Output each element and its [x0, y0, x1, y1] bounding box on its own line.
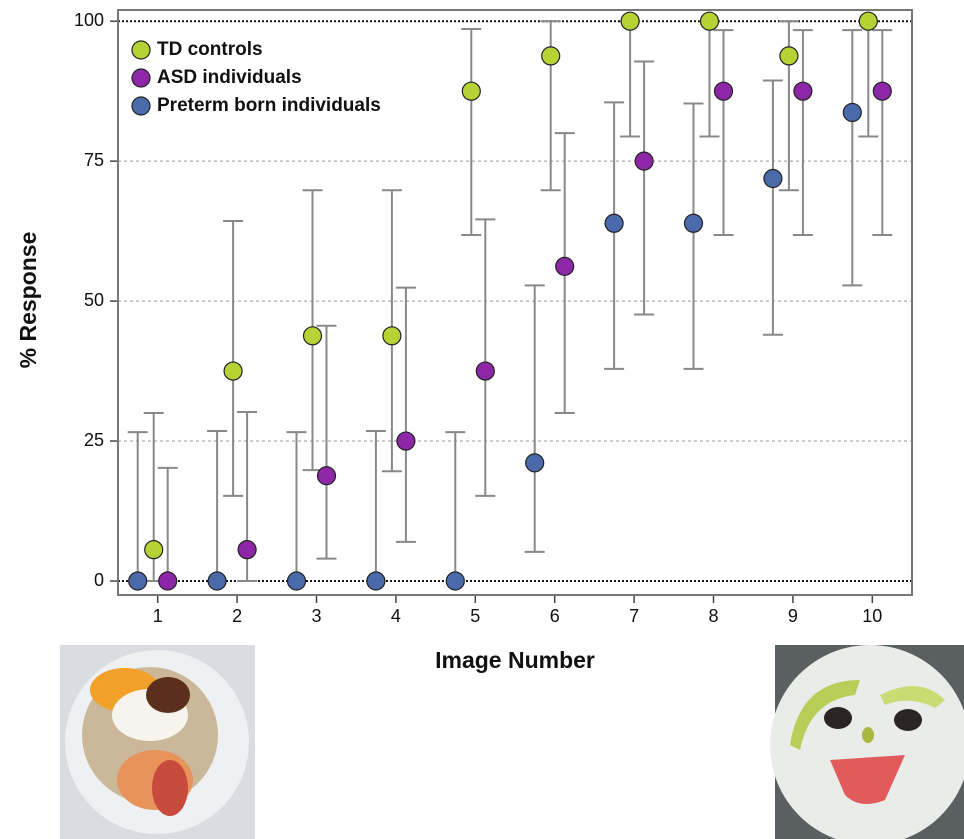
data-point	[556, 257, 574, 275]
x-axis-title: Image Number	[435, 647, 595, 673]
x-tick-label: 3	[311, 606, 321, 626]
data-point	[318, 467, 336, 485]
chart: 0 25 50 75 100 1 2 3 4 5 6 7 8 9 10 TD controls ASD indi…	[0, 0, 964, 839]
y-tick-label: 0	[94, 570, 104, 590]
data-point	[685, 214, 703, 232]
data-point	[873, 82, 891, 100]
data-point	[288, 572, 306, 590]
data-point	[843, 103, 861, 121]
data-point	[764, 170, 782, 188]
y-axis-title: % Response	[15, 232, 41, 369]
data-point	[224, 362, 242, 380]
data-point	[238, 541, 256, 559]
data-point	[129, 572, 147, 590]
x-tick-label: 10	[862, 606, 882, 626]
data-point	[367, 572, 385, 590]
y-tick-label: 50	[84, 290, 104, 310]
data-point	[159, 572, 177, 590]
legend-marker	[132, 97, 150, 115]
x-tick-label: 2	[232, 606, 242, 626]
photo-right	[770, 645, 964, 839]
y-tick-label: 100	[74, 10, 104, 30]
data-point	[446, 572, 464, 590]
x-tick-label: 7	[629, 606, 639, 626]
data-point	[621, 12, 639, 30]
legend-label: TD controls	[157, 39, 263, 60]
data-point	[476, 362, 494, 380]
data-point	[462, 82, 480, 100]
y-tick-label: 75	[84, 150, 104, 170]
data-point	[397, 432, 415, 450]
legend-label: ASD individuals	[157, 67, 302, 88]
data-point	[304, 327, 322, 345]
y-tick-label: 25	[84, 430, 104, 450]
data-point	[859, 12, 877, 30]
x-tick-label: 5	[470, 606, 480, 626]
data-point	[542, 47, 560, 65]
x-tick-label: 8	[708, 606, 718, 626]
legend-label: Preterm born individuals	[157, 95, 381, 116]
legend-marker	[132, 41, 150, 59]
data-point	[635, 152, 653, 170]
data-point	[383, 327, 401, 345]
data-point	[605, 214, 623, 232]
data-point	[701, 12, 719, 30]
data-point	[526, 454, 544, 472]
data-point	[780, 47, 798, 65]
x-tick-label: 4	[391, 606, 401, 626]
data-point	[145, 541, 163, 559]
photo-left	[60, 645, 255, 839]
x-tick-label: 9	[788, 606, 798, 626]
data-point	[715, 82, 733, 100]
x-tick-label: 6	[550, 606, 560, 626]
data-point	[208, 572, 226, 590]
plot-area: 0 25 50 75 100 1 2 3 4 5 6 7 8 9 10 TD controls ASD indi…	[74, 10, 912, 626]
legend-marker	[132, 69, 150, 87]
data-point	[794, 82, 812, 100]
x-tick-label: 1	[153, 606, 163, 626]
